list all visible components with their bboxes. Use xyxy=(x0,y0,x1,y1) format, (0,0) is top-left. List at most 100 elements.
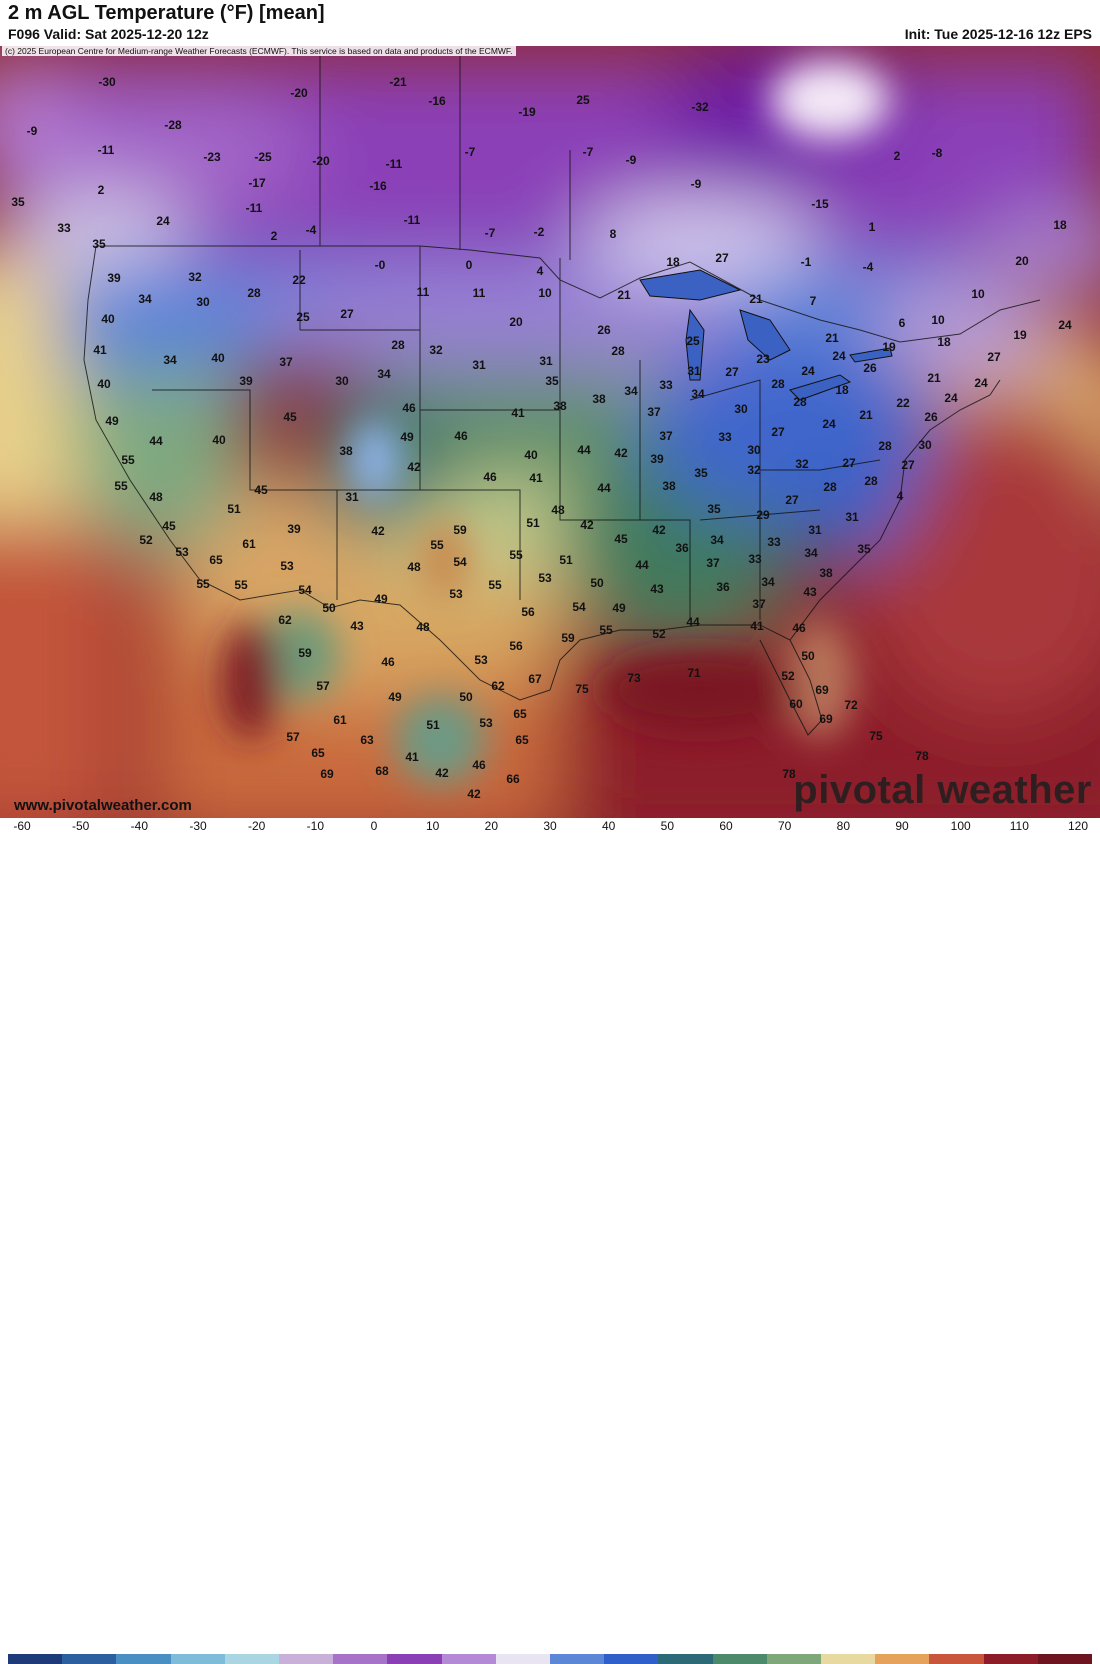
temperature-value: 40 xyxy=(524,448,538,462)
temperature-value: 32 xyxy=(188,270,202,284)
temperature-labels: -30 -21-20-16 25-19 -32-9 -28-11 -23 -25 -20 -11… xyxy=(11,75,1072,801)
brand-logo: pivotal weather xyxy=(793,768,1092,812)
temperature-value: 45 xyxy=(254,483,268,497)
temperature-value: 44 xyxy=(686,615,700,629)
temperature-value: 39 xyxy=(107,271,121,285)
great-lakes xyxy=(639,269,893,401)
temperature-value: 4 xyxy=(537,264,544,278)
state-lines xyxy=(152,329,691,620)
temperature-value: 35 xyxy=(857,542,871,556)
temperature-value: 40 xyxy=(97,377,111,391)
temperature-value: -11 xyxy=(98,143,115,157)
website-link[interactable]: www.pivotalweather.com xyxy=(14,797,192,814)
temperature-value: 55 xyxy=(234,578,248,592)
temperature-value: 61 xyxy=(242,537,256,551)
temperature-value: -8 xyxy=(932,146,943,160)
temperature-value: 55 xyxy=(509,548,523,562)
temperature-value: 30 xyxy=(196,295,210,309)
scale-swatch xyxy=(604,1654,659,1664)
temperature-value: 42 xyxy=(467,787,481,801)
temperature-value: 32 xyxy=(747,463,761,477)
scale-tick-label: 90 xyxy=(895,819,909,833)
temperature-value: 44 xyxy=(597,481,611,495)
temperature-value: 24 xyxy=(156,214,170,228)
temperature-value: 2 xyxy=(271,229,278,243)
temperature-value: -9 xyxy=(691,177,702,191)
temperature-value: 42 xyxy=(652,523,666,537)
scale-tick-label: 100 xyxy=(950,819,971,833)
temperature-value: 52 xyxy=(781,669,795,683)
temperature-value: 48 xyxy=(551,503,565,517)
temperature-value: 69 xyxy=(815,683,829,697)
valid-time-label: F096 Valid: Sat 2025-12-20 12z xyxy=(8,26,209,42)
temperature-value: 71 xyxy=(687,666,701,680)
scale-tick-label: 0 xyxy=(370,819,378,833)
temperature-value: -4 xyxy=(306,223,317,237)
gulf-coast-and-florida xyxy=(549,624,823,736)
temperature-value: 51 xyxy=(227,502,241,516)
temperature-value: 65 xyxy=(515,733,529,747)
scale-swatch xyxy=(875,1654,930,1664)
temperature-value: 31 xyxy=(472,358,486,372)
temperature-value: 54 xyxy=(298,583,312,597)
temperature-value: 44 xyxy=(635,558,649,572)
scale-colorbar xyxy=(8,1654,1093,1664)
map-canvas: -30 -21-20-16 25-19 -32-9 -28-11 -23 -25 -20 -11… xyxy=(0,46,1100,818)
temperature-value: 55 xyxy=(121,453,135,467)
temperature-value: -23 xyxy=(203,150,221,164)
temperature-value: 28 xyxy=(793,395,807,409)
temperature-value: 44 xyxy=(149,434,163,448)
temperature-value: 69 xyxy=(320,767,334,781)
copyright-notice: (c) 2025 European Centre for Medium-rang… xyxy=(2,46,516,56)
temperature-value: 53 xyxy=(175,545,189,559)
temperature-value: 35 xyxy=(707,502,721,516)
temperature-value: 18 xyxy=(666,255,680,269)
temperature-value: 51 xyxy=(559,553,573,567)
temperature-value: 42 xyxy=(371,524,385,538)
temperature-value: 42 xyxy=(614,446,628,460)
temperature-value: 49 xyxy=(105,414,119,428)
temperature-value: 21 xyxy=(825,331,839,345)
temperature-value: 46 xyxy=(472,758,486,772)
temperature-value: 22 xyxy=(292,273,306,287)
temperature-value: 27 xyxy=(987,350,1001,364)
temperature-value: 35 xyxy=(694,466,708,480)
temperature-value: 33 xyxy=(57,221,71,235)
atlantic-coast xyxy=(789,379,1001,641)
state-lines-east xyxy=(299,246,881,620)
temperature-value: 41 xyxy=(750,619,764,633)
temperature-value: 24 xyxy=(974,376,988,390)
temperature-value: 34 xyxy=(710,533,724,547)
temperature-value: 78 xyxy=(915,749,929,763)
temperature-value: 66 xyxy=(506,772,520,786)
temperature-value: -15 xyxy=(811,197,829,211)
temperature-value: 53 xyxy=(479,716,493,730)
map-title: 2 m AGL Temperature (°F) [mean] xyxy=(8,2,325,24)
scale-tick-label: 120 xyxy=(1067,819,1089,833)
temperature-value: 55 xyxy=(599,623,613,637)
temperature-value: -16 xyxy=(428,94,446,108)
temperature-value: -2 xyxy=(534,225,545,239)
temperature-value: 38 xyxy=(339,444,353,458)
temperature-value: 27 xyxy=(842,456,856,470)
temperature-value: 56 xyxy=(509,639,523,653)
scale-tick-label: 70 xyxy=(777,819,792,833)
temperature-value: 18 xyxy=(835,383,849,397)
temperature-value: 45 xyxy=(162,519,176,533)
temperature-value: 46 xyxy=(483,470,497,484)
scale-swatch xyxy=(8,1654,63,1664)
west-coast-and-mexico-border xyxy=(83,245,551,701)
scale-swatch xyxy=(170,1654,225,1664)
scale-swatch xyxy=(712,1654,767,1664)
scale-swatch xyxy=(983,1654,1038,1664)
temperature-value: 40 xyxy=(211,351,225,365)
temperature-value: 23 xyxy=(756,352,770,366)
temperature-value: 24 xyxy=(832,349,846,363)
temperature-value: 43 xyxy=(350,619,364,633)
temperature-value: 42 xyxy=(435,766,449,780)
temperature-map[interactable]: -30 -21 -20 -16 25 -19 -32 -9 -28 -11 -23 -25 -20 -11… xyxy=(0,46,1100,818)
temperature-value: 67 xyxy=(528,672,542,686)
temperature-value: -20 xyxy=(290,86,308,100)
scale-tick-label: -30 xyxy=(189,819,207,833)
temperature-value: 28 xyxy=(611,344,625,358)
